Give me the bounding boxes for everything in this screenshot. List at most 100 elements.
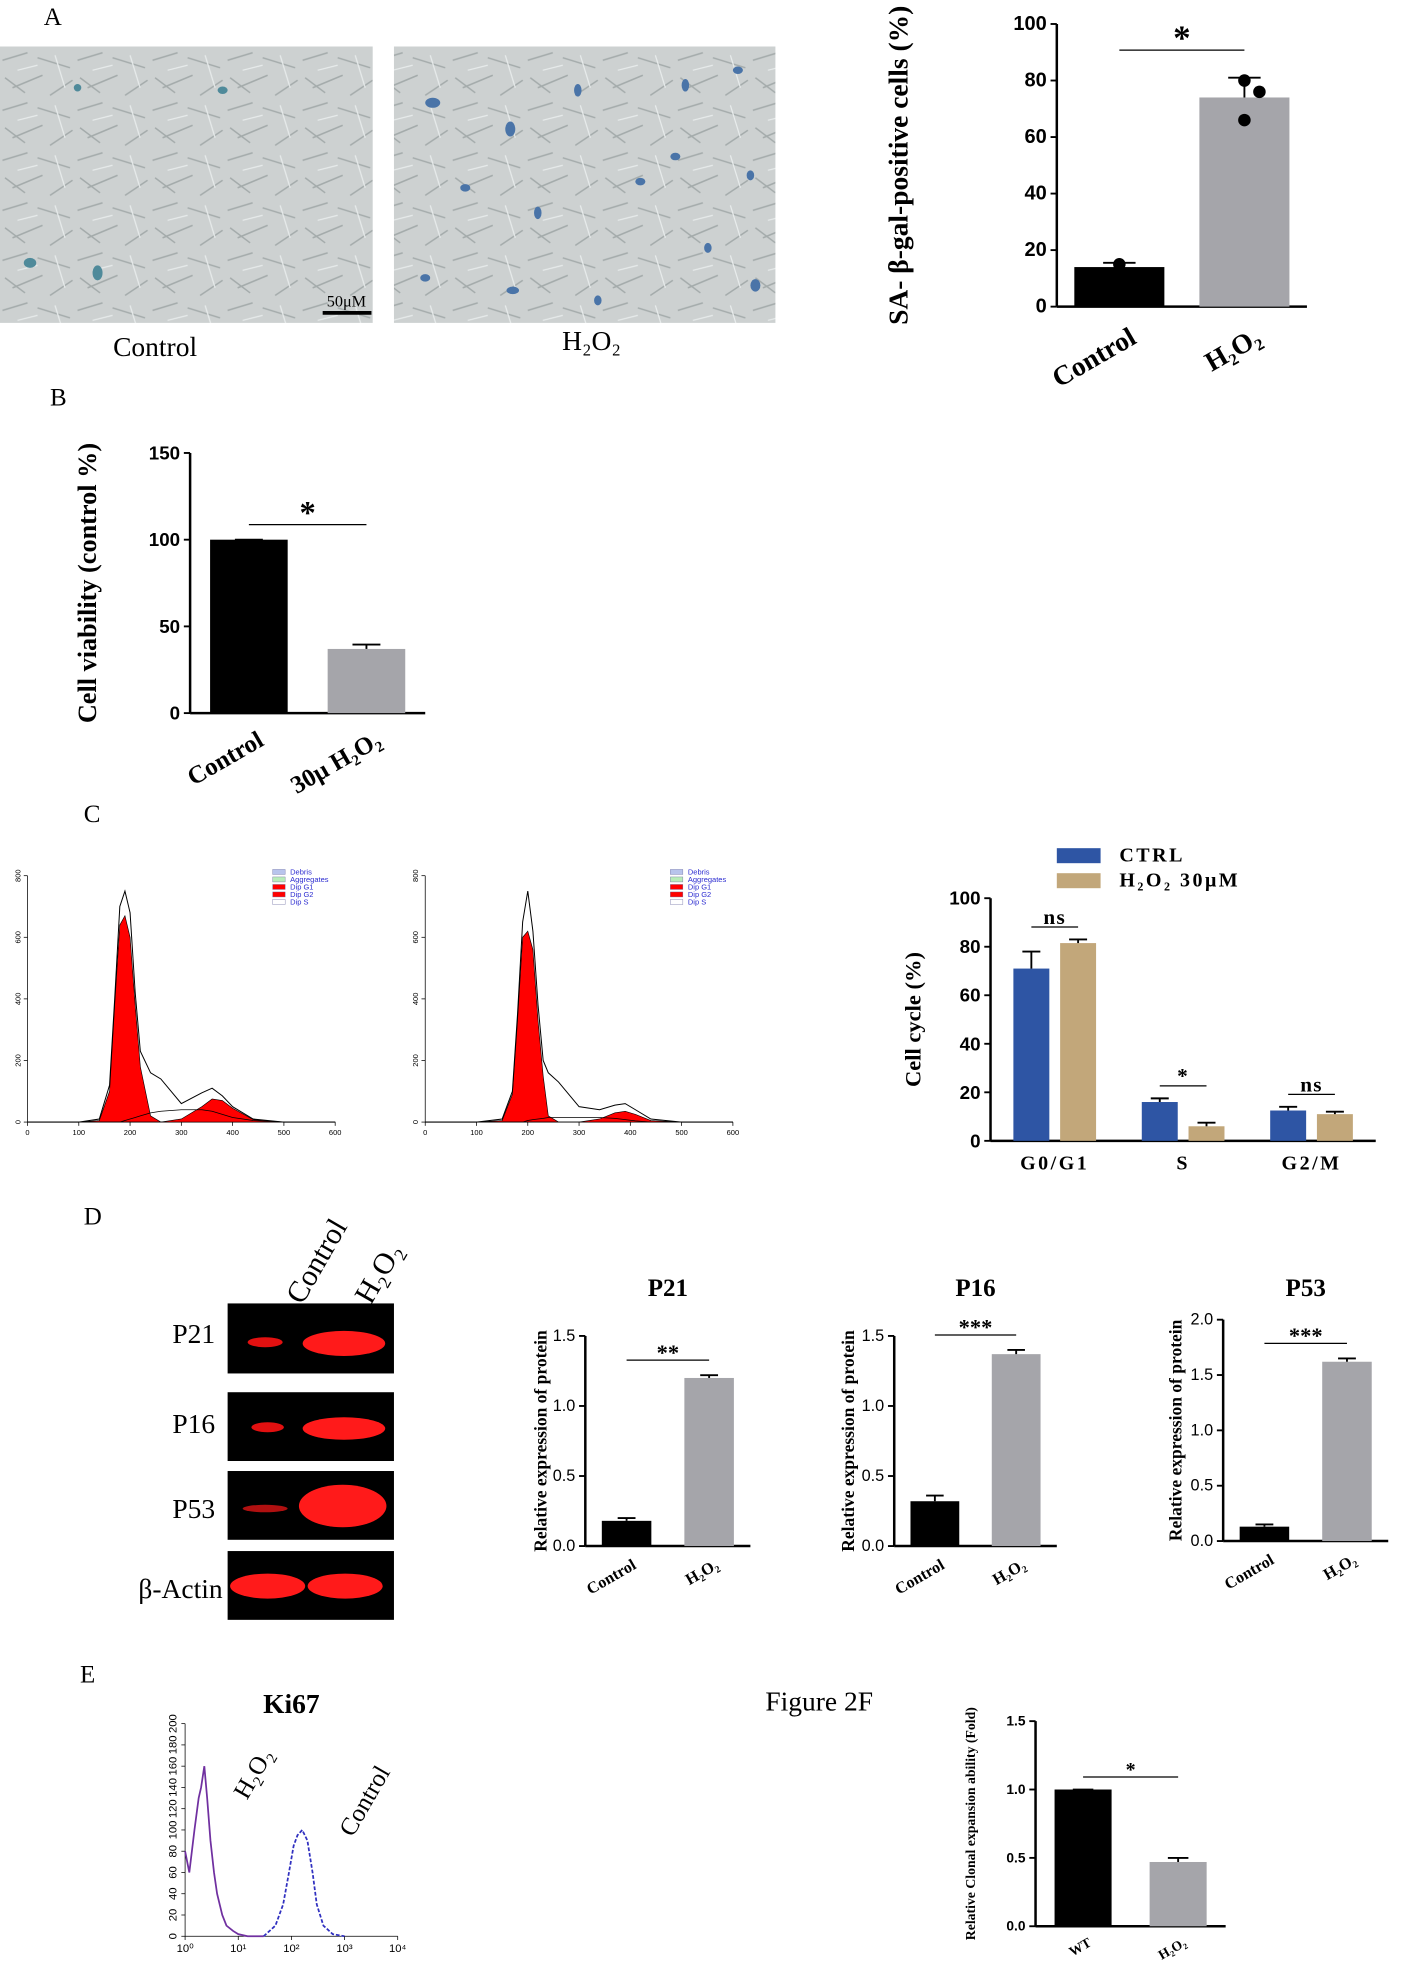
y-tick-label: 200: [167, 1714, 179, 1733]
x-tick-label: 300: [573, 1128, 586, 1137]
x-tick-label: 0: [25, 1128, 29, 1137]
bar: [1199, 97, 1290, 307]
x-tick-label: H₂O₂: [1199, 321, 1266, 377]
legend-swatch: [272, 884, 286, 890]
image-caption: H₂O₂: [562, 325, 621, 356]
y-tick-label: 2.0: [1191, 1311, 1214, 1329]
legend-swatch: [670, 899, 684, 905]
y-tick-label: 40: [1025, 183, 1047, 205]
y-tick-label: 20: [167, 1909, 179, 1922]
x-tick-label: 500: [675, 1128, 688, 1137]
panel-label: E: [80, 1661, 95, 1688]
x-tick-label: Control: [183, 726, 268, 791]
y-tick-label: 0.5: [1191, 1477, 1214, 1495]
legend-swatch: [670, 884, 684, 890]
line: [263, 1828, 345, 1938]
protein-label: P21: [172, 1318, 215, 1349]
y-tick-label: 0: [411, 1120, 420, 1124]
y-axis-label: Relative expression of protein: [530, 1330, 550, 1552]
area: [425, 1110, 733, 1123]
y-tick-label: 80: [960, 936, 981, 957]
legend-label: Debris: [688, 867, 710, 876]
bar: [1060, 943, 1097, 1141]
significance-label: *: [300, 495, 316, 531]
x-tick-label: 10²: [283, 1943, 300, 1955]
y-tick-label: 1.5: [1191, 1366, 1214, 1384]
y-tick-label: 80: [1025, 70, 1047, 92]
area: [27, 1098, 336, 1123]
y-tick-label: 800: [411, 869, 420, 882]
chart-title: P16: [955, 1275, 995, 1302]
x-tick-label: 300: [175, 1128, 188, 1137]
lane-label: Control: [280, 1213, 354, 1309]
x-tick-label: 0: [423, 1128, 427, 1137]
x-tick-label: H₂O₂: [989, 1556, 1028, 1589]
image-caption: Control: [113, 331, 197, 362]
bar: [1239, 1526, 1290, 1542]
x-tick-label: 30μ H₂O₂: [286, 726, 386, 799]
panel-label: A: [44, 4, 62, 31]
x-tick-label: 10³: [336, 1943, 353, 1955]
x-tick-label: Control: [1221, 1551, 1277, 1594]
legend-label: Dip G1: [290, 882, 313, 891]
line: [27, 889, 336, 1123]
y-tick-label: 0: [970, 1130, 980, 1151]
y-tick-label: 100: [167, 1821, 179, 1840]
legend-label: Dip G2: [290, 890, 313, 899]
y-tick-label: 60: [167, 1866, 179, 1879]
chart-title: P53: [1286, 1275, 1326, 1302]
bar: [910, 1501, 960, 1547]
bar: [327, 648, 406, 714]
legend-swatch: [272, 869, 286, 875]
chart-title: P21: [648, 1275, 688, 1302]
protein-label: P53: [172, 1493, 215, 1524]
legend-swatch: [670, 876, 684, 883]
stain-spots: [23, 84, 228, 281]
legend-label: Dip G1: [688, 882, 711, 891]
y-tick-label: 60: [1025, 126, 1047, 148]
area: [425, 930, 733, 1123]
y-tick-label: 800: [14, 869, 23, 882]
significance-label: ns: [1043, 905, 1066, 929]
bar: [1149, 1861, 1207, 1927]
line: [425, 1117, 733, 1123]
micrograph: [393, 46, 776, 323]
y-tick-label: 400: [14, 993, 23, 1006]
legend-label: CTRL: [1119, 845, 1185, 867]
y-tick-label: 0.5: [553, 1467, 576, 1485]
x-tick-label: 200: [522, 1128, 535, 1137]
chart-title: Ki67: [263, 1688, 320, 1719]
data-point: [1238, 113, 1251, 127]
x-tick-label: 600: [727, 1128, 740, 1137]
significance-label: ***: [1289, 1323, 1323, 1348]
x-tick-label: S: [1176, 1152, 1190, 1174]
y-axis-label: Cell cycle (%): [900, 952, 925, 1087]
x-tick-label: 100: [470, 1128, 483, 1137]
x-tick-label: 10¹: [230, 1943, 247, 1955]
x-tick-label: 10⁰: [177, 1943, 195, 1955]
y-tick-label: 0.0: [862, 1537, 885, 1555]
y-tick-label: 100: [1013, 13, 1046, 35]
legend-label: Dip S: [688, 897, 706, 906]
bar: [1188, 1126, 1225, 1141]
legend-swatch: [272, 899, 286, 905]
y-axis-label: SA- β-gal-positive cells (%): [882, 6, 913, 325]
significance-label: **: [657, 1340, 680, 1365]
y-tick-label: 1.5: [553, 1327, 576, 1345]
bar: [1316, 1114, 1353, 1141]
bar: [1074, 267, 1165, 307]
y-tick-label: 1.0: [553, 1397, 576, 1415]
x-tick-label: H₂O₂: [682, 1556, 721, 1589]
y-tick-label: 160: [167, 1757, 179, 1776]
y-tick-label: 50: [159, 616, 180, 637]
y-tick-label: 0.5: [1006, 1850, 1025, 1865]
y-axis-label: Relative expression of protein: [838, 1330, 858, 1552]
x-tick-label: Control: [584, 1556, 640, 1599]
y-tick-label: 0.5: [862, 1467, 885, 1485]
y-tick-label: 100: [949, 888, 980, 909]
y-axis-label: Cell viability (control %): [73, 443, 102, 723]
y-tick-label: 40: [167, 1887, 179, 1900]
x-tick-label: 600: [329, 1128, 342, 1137]
